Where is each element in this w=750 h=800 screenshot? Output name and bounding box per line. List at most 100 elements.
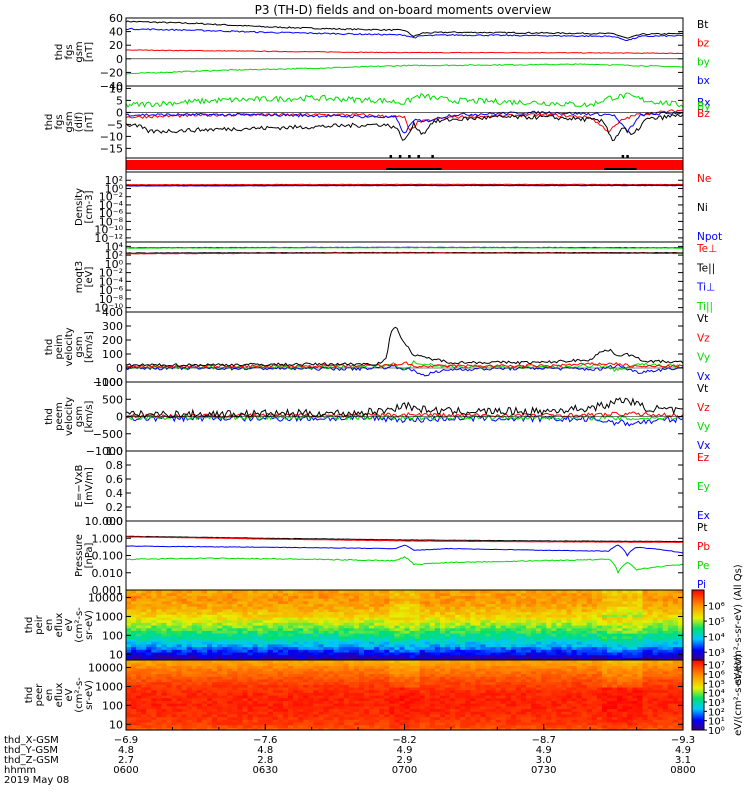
heatmap-cell	[480, 692, 487, 696]
heatmap-cell	[546, 635, 552, 640]
heatmap-cell	[450, 611, 456, 615]
heatmap-cell	[171, 657, 178, 661]
heatmap-cell	[293, 651, 299, 656]
heatmap-cell	[212, 716, 218, 720]
heatmap-cell	[414, 678, 421, 683]
heatmap-cell	[171, 705, 178, 710]
heatmap-cell	[379, 708, 385, 712]
heatmap-cell	[126, 681, 132, 685]
heatmap-cell	[536, 590, 542, 594]
heatmap-cell	[622, 654, 628, 658]
heatmap-cell	[308, 635, 314, 640]
heatmap-cell	[323, 703, 330, 707]
heatmap-cell	[191, 603, 198, 607]
heatmap-cell	[171, 684, 178, 688]
heatmap-cell	[384, 716, 390, 720]
heatmap-cell	[293, 724, 299, 728]
heatmap-cell	[632, 598, 639, 602]
heatmap-cell	[217, 673, 223, 677]
heatmap-cell	[465, 708, 471, 712]
heatmap-cell	[353, 657, 360, 661]
heatmap-cell	[201, 668, 208, 672]
heatmap-cell	[166, 692, 173, 696]
heatmap-cell	[374, 727, 380, 731]
heatmap-cell	[222, 713, 228, 718]
heatmap-cell	[333, 695, 340, 699]
heatmap-cell	[495, 600, 502, 605]
heatmap-cell	[343, 684, 350, 688]
heatmap-cell	[455, 606, 461, 610]
heatmap-cell	[303, 703, 309, 707]
heatmap-cell	[222, 703, 228, 707]
heatmap-cell	[308, 657, 314, 661]
heatmap-cell	[262, 660, 269, 664]
heatmap-cell	[576, 633, 583, 637]
heatmap-cell	[480, 654, 487, 658]
heatmap-cell	[394, 721, 401, 726]
heatmap-cell	[343, 703, 350, 707]
heatmap-cell	[146, 638, 152, 642]
heatmap-cell	[277, 627, 284, 631]
heatmap-cell	[374, 708, 380, 712]
heatmap-cell	[379, 724, 385, 728]
heatmap-cell	[272, 595, 279, 599]
heatmap-cell	[374, 649, 380, 653]
heatmap-cell	[166, 630, 173, 634]
heatmap-cell	[434, 697, 441, 701]
heatmap-cell	[374, 651, 380, 656]
heatmap-cell	[313, 721, 320, 726]
heatmap-cell	[667, 622, 674, 626]
heatmap-cell	[424, 660, 431, 664]
heatmap-cell	[353, 646, 360, 650]
heatmap-cell	[171, 716, 178, 720]
heatmap-cell	[642, 611, 649, 615]
heatmap-cell	[212, 641, 218, 645]
heatmap-cell	[222, 649, 228, 653]
heatmap-cell	[495, 649, 502, 653]
heatmap-cell	[328, 627, 335, 631]
heatmap-cell	[136, 622, 142, 626]
heatmap-cell	[131, 665, 137, 669]
heatmap-cell	[455, 681, 461, 685]
heatmap-cell	[293, 649, 299, 653]
heatmap-cell	[455, 695, 461, 699]
heatmap-cell	[520, 625, 527, 629]
heatmap-cell	[455, 611, 461, 615]
heatmap-cell	[222, 724, 228, 728]
series-7-3	[125, 397, 684, 420]
heatmap-cell	[267, 684, 274, 688]
heatmap-cell	[379, 697, 385, 701]
heatmap-cell	[333, 670, 340, 675]
heatmap-cell	[318, 697, 325, 701]
heatmap-cell	[161, 633, 168, 637]
heatmap-cell	[475, 603, 482, 607]
heatmap-cell	[419, 657, 426, 661]
heatmap-cell	[196, 724, 203, 728]
heatmap-cell	[384, 651, 390, 656]
heatmap-cell	[581, 606, 588, 610]
heatmap-cell	[586, 590, 593, 594]
heatmap-cell	[303, 695, 309, 699]
heatmap-cell	[465, 614, 471, 618]
heatmap-cell	[379, 603, 385, 607]
heatmap-cell	[288, 660, 294, 664]
heatmap-cell	[131, 616, 137, 621]
heatmap-cell	[677, 625, 684, 629]
heatmap-cell	[460, 633, 466, 637]
heatmap-cell	[252, 600, 259, 605]
heatmap-cell	[343, 619, 350, 623]
heatmap-cell	[328, 692, 335, 696]
heatmap-cell	[657, 611, 664, 615]
heatmap-cell	[136, 608, 142, 613]
heatmap-cell	[227, 700, 233, 704]
heatmap-cell	[677, 646, 684, 650]
heatmap-cell	[323, 711, 330, 715]
heatmap-cell	[404, 678, 411, 683]
heatmap-cell	[637, 633, 644, 637]
heatmap-cell	[328, 625, 335, 629]
heatmap-cell	[267, 689, 274, 693]
heatmap-cell	[141, 616, 147, 621]
heatmap-cell	[632, 646, 639, 650]
heatmap-cell	[414, 630, 421, 634]
